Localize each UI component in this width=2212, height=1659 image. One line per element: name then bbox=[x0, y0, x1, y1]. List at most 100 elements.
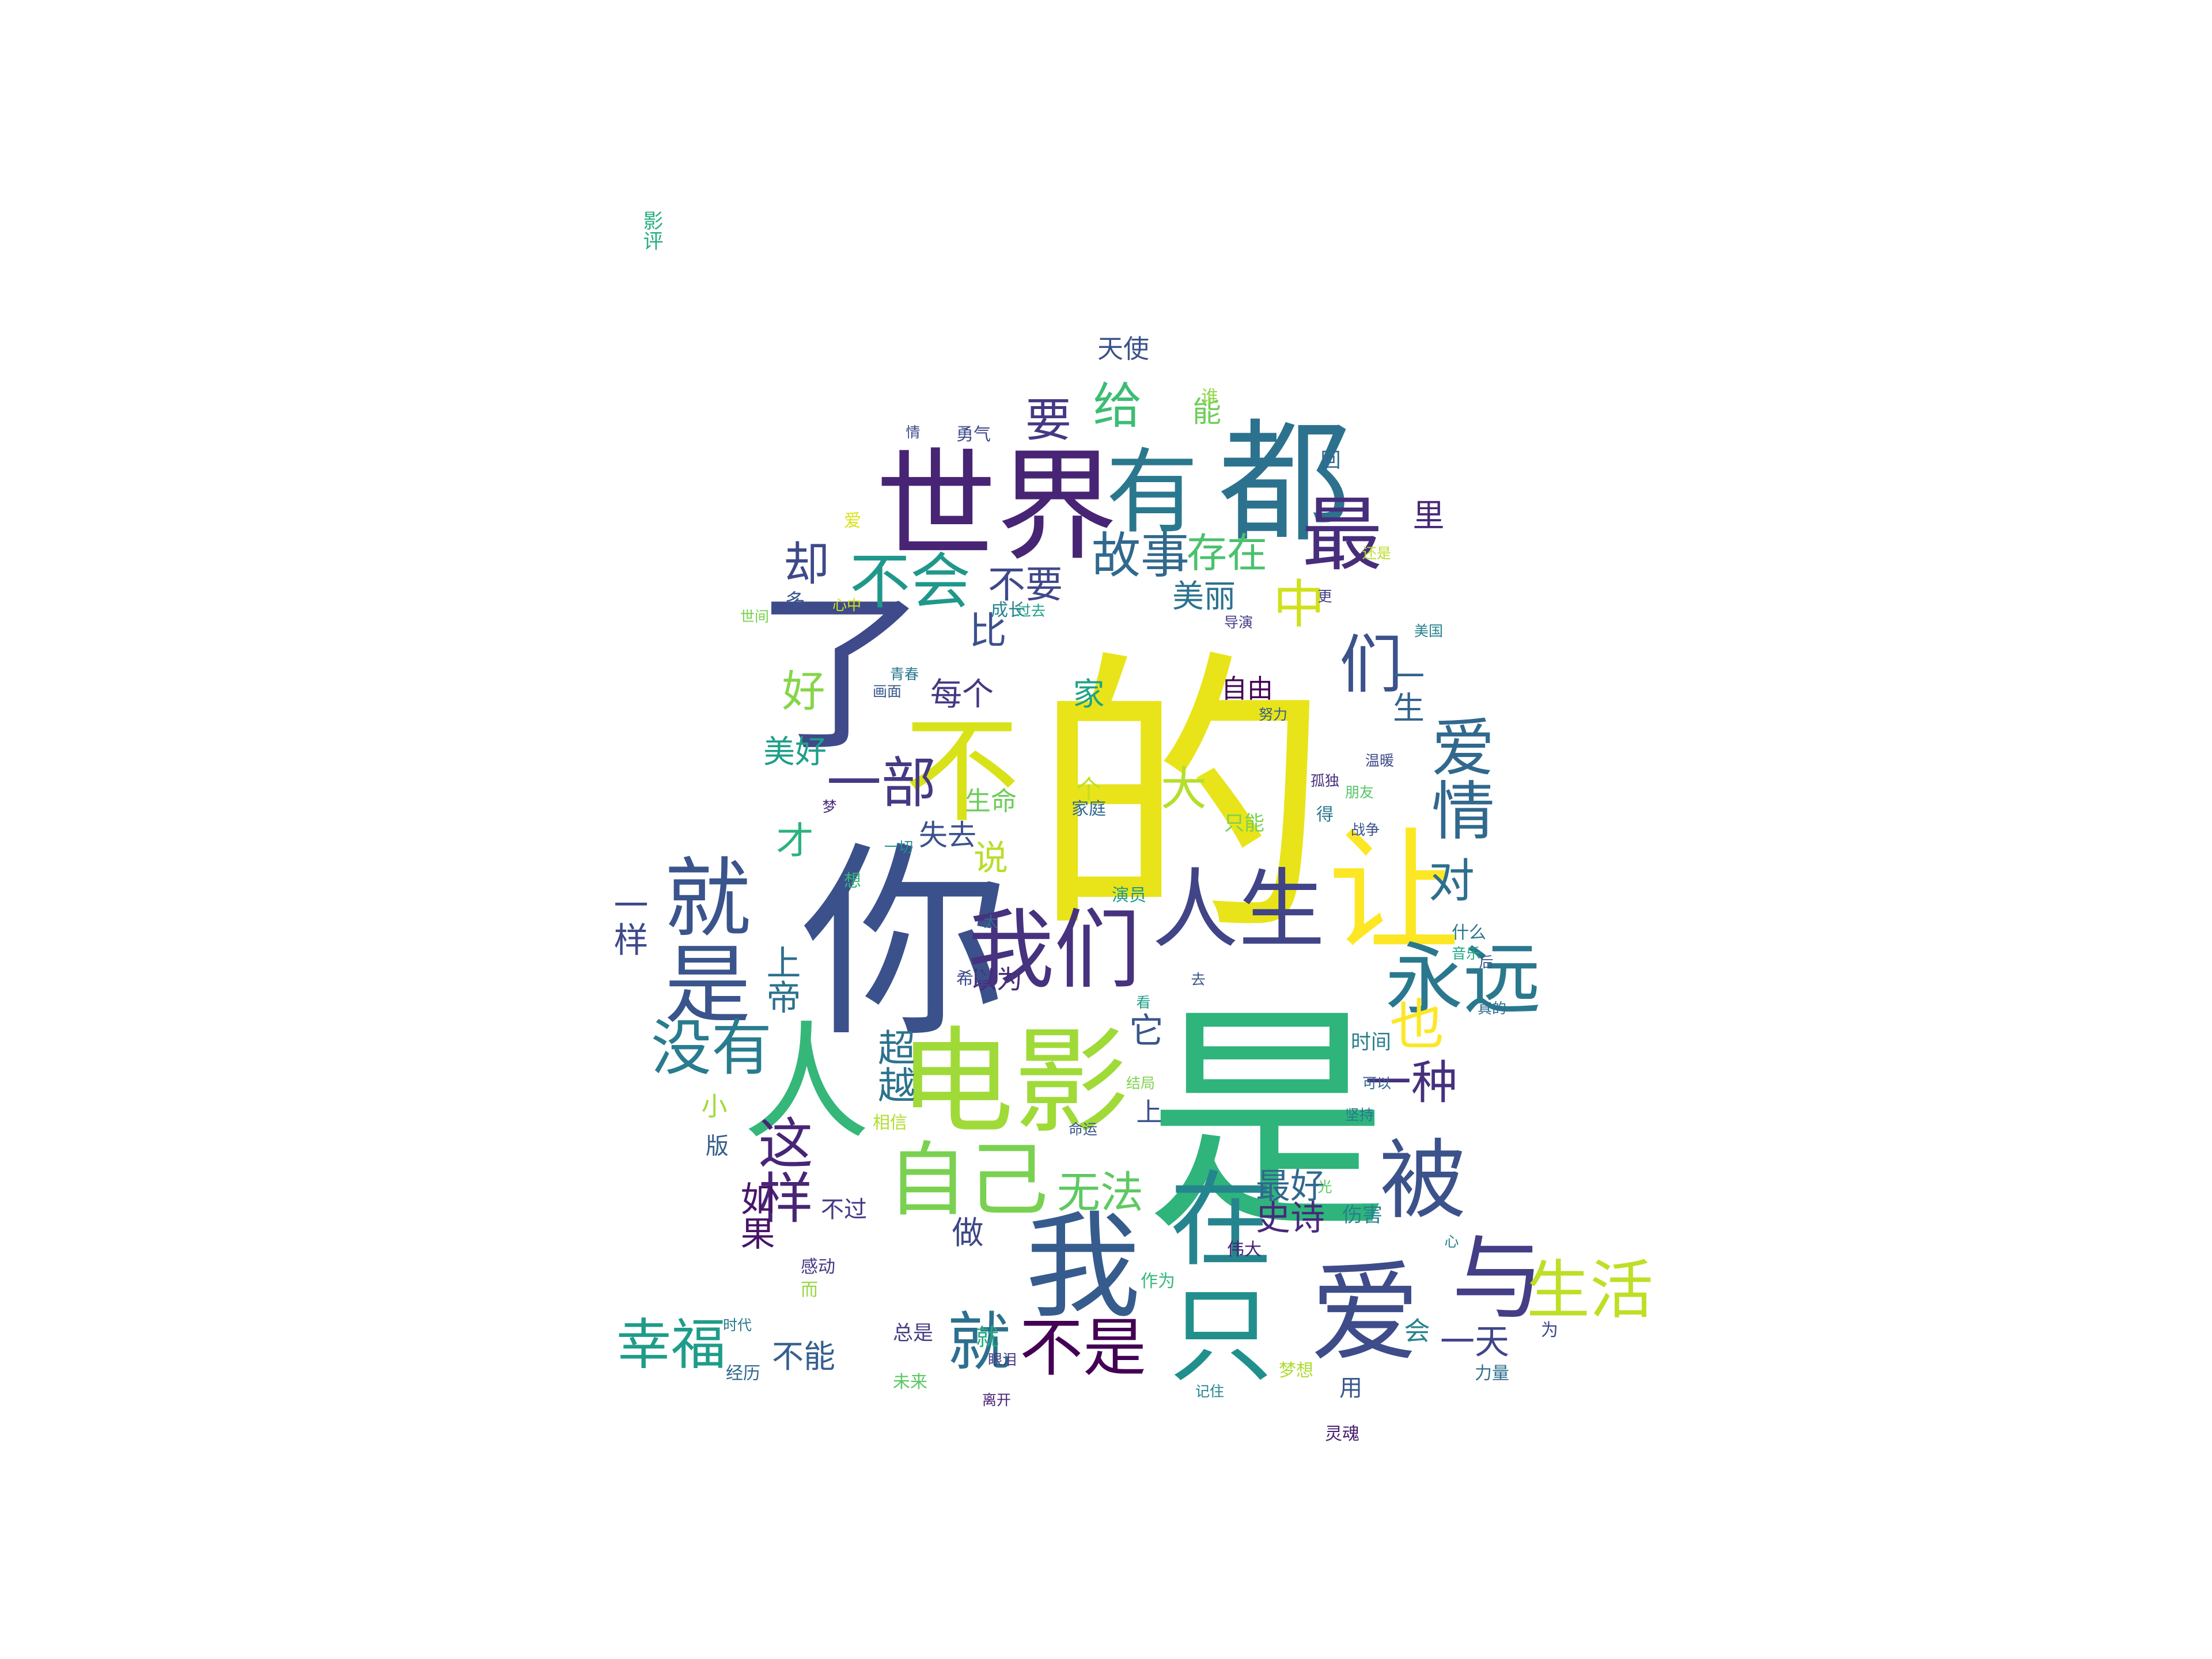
cloud-word: 我们 bbox=[967, 900, 1141, 1001]
cloud-word: 青春 bbox=[889, 665, 919, 683]
cloud-word: 要 bbox=[1025, 393, 1071, 447]
cloud-word: 眼泪 bbox=[987, 1351, 1017, 1368]
cloud-word: 上 bbox=[1136, 1096, 1162, 1127]
cloud-word: 才 bbox=[776, 819, 814, 863]
cloud-word: 记住 bbox=[1195, 1382, 1224, 1400]
cloud-word: 让 bbox=[1327, 816, 1460, 969]
cloud-word: 只能 bbox=[1224, 812, 1264, 835]
cloud-word: 小 bbox=[701, 1090, 728, 1122]
cloud-word: 生命 bbox=[964, 785, 1017, 816]
cloud-word: 心 bbox=[1444, 1233, 1459, 1250]
cloud-word: 灵魂 bbox=[1325, 1424, 1359, 1444]
cloud-word: 梦想 bbox=[1279, 1361, 1313, 1381]
cloud-word: 自由 bbox=[1221, 673, 1273, 704]
cloud-word: 光 bbox=[1317, 1178, 1332, 1195]
cloud-word: 后 bbox=[1479, 953, 1494, 971]
cloud-word: 影评 bbox=[639, 210, 663, 251]
cloud-word: 家 bbox=[1073, 675, 1105, 713]
cloud-word: 上帝 bbox=[760, 945, 801, 1014]
cloud-word: 命运 bbox=[1068, 1120, 1097, 1138]
cloud-word: 朋友 bbox=[1344, 783, 1374, 801]
cloud-word: 作为 bbox=[1141, 1271, 1175, 1291]
cloud-word: 给 bbox=[1093, 377, 1142, 435]
cloud-word: 结局 bbox=[1126, 1074, 1155, 1092]
cloud-word: 天使 bbox=[1097, 333, 1149, 364]
cloud-word: 什么 bbox=[1452, 923, 1486, 943]
cloud-word: 努力 bbox=[1258, 706, 1287, 723]
cloud-word: 们 bbox=[1328, 631, 1402, 694]
cloud-word: 不过 bbox=[821, 1196, 867, 1223]
cloud-word: 在 bbox=[1169, 1161, 1273, 1281]
cloud-word: 而 bbox=[801, 1280, 818, 1300]
cloud-word: 一样 bbox=[608, 887, 648, 956]
cloud-word: 版 bbox=[706, 1133, 729, 1160]
cloud-word: 力量 bbox=[1475, 1363, 1509, 1384]
cloud-word: 说 bbox=[974, 838, 1008, 878]
cloud-word: 没有 bbox=[650, 1013, 772, 1084]
cloud-word: 时代 bbox=[722, 1316, 752, 1334]
cloud-word: 的 bbox=[1031, 626, 1331, 975]
cloud-word: 超越 bbox=[871, 1028, 915, 1103]
cloud-word: 一种 bbox=[1365, 1056, 1457, 1109]
cloud-word: 不要 bbox=[987, 563, 1063, 607]
cloud-word: 总是 bbox=[892, 1321, 933, 1345]
cloud-word: 世界 bbox=[875, 436, 1118, 577]
cloud-word: 会 bbox=[1404, 1315, 1430, 1346]
cloud-word: 谁 bbox=[1201, 387, 1218, 407]
cloud-word: 离开 bbox=[982, 1391, 1011, 1408]
cloud-word: 成长 bbox=[991, 600, 1025, 620]
cloud-word: 如果 bbox=[734, 1181, 775, 1250]
cloud-word: 经历 bbox=[726, 1363, 760, 1384]
cloud-word: 家庭 bbox=[1071, 799, 1106, 819]
cloud-word: 勇气 bbox=[956, 425, 991, 445]
cloud-word: 最好 bbox=[1256, 1166, 1325, 1207]
cloud-word: 对 bbox=[1429, 854, 1475, 908]
cloud-word: 还是 bbox=[1362, 544, 1391, 562]
cloud-word: 伤害 bbox=[1342, 1203, 1382, 1227]
cloud-word: 战争 bbox=[1350, 821, 1380, 838]
cloud-word: 不是 bbox=[1020, 1311, 1146, 1385]
cloud-word: 演员 bbox=[1112, 885, 1146, 906]
cloud-word: 过去 bbox=[1016, 602, 1046, 619]
cloud-word: 它 bbox=[1129, 1011, 1164, 1051]
cloud-word: 看 bbox=[1136, 994, 1151, 1011]
cloud-word: 真的 bbox=[1477, 999, 1506, 1017]
cloud-word: 回 bbox=[1320, 449, 1341, 472]
cloud-word: 每个 bbox=[930, 675, 994, 713]
cloud-word: 人 bbox=[743, 1009, 870, 1157]
cloud-word: 人生 bbox=[1152, 860, 1325, 960]
cloud-word: 一生 bbox=[1387, 660, 1425, 723]
cloud-word: 梦 bbox=[822, 798, 837, 815]
cloud-word: 坚持 bbox=[1344, 1106, 1374, 1123]
cloud-word: 被 bbox=[1379, 1131, 1466, 1231]
cloud-word: 多 bbox=[785, 590, 805, 613]
cloud-word: 孤独 bbox=[1310, 772, 1339, 789]
cloud-word: 生活 bbox=[1527, 1253, 1653, 1327]
cloud-word: 只 bbox=[1169, 1276, 1273, 1396]
cloud-word: 我 bbox=[1025, 1200, 1141, 1334]
cloud-word: 音乐 bbox=[1451, 945, 1480, 962]
cloud-word: 一切 bbox=[884, 838, 913, 855]
cloud-word: 永远 bbox=[1385, 934, 1541, 1025]
cloud-word: 感动 bbox=[801, 1257, 835, 1277]
cloud-word: 失去 bbox=[919, 819, 976, 852]
cloud-word: 爱 bbox=[844, 511, 861, 531]
cloud-word: 伟大 bbox=[1227, 1240, 1262, 1260]
cloud-word: 未来 bbox=[893, 1372, 927, 1392]
cloud-word: 里 bbox=[1412, 497, 1445, 534]
cloud-word: 情 bbox=[906, 423, 921, 441]
cloud-word: 史诗 bbox=[1256, 1198, 1325, 1238]
cloud-word: 得 bbox=[1316, 805, 1334, 825]
cloud-word: 美好 bbox=[763, 733, 827, 770]
cloud-word: 为 bbox=[1541, 1320, 1558, 1340]
cloud-word: 画面 bbox=[872, 683, 902, 700]
cloud-word: 不会 bbox=[849, 546, 971, 617]
cloud-word: 与 bbox=[1451, 1225, 1544, 1332]
cloud-word: 幸福 bbox=[616, 1313, 726, 1377]
cloud-word: 温暖 bbox=[1365, 752, 1394, 769]
cloud-word: 做 bbox=[952, 1214, 984, 1251]
cloud-word: 去 bbox=[1191, 971, 1206, 988]
cloud-word: 一天 bbox=[1440, 1322, 1509, 1362]
cloud-word: 大 bbox=[1161, 762, 1207, 816]
